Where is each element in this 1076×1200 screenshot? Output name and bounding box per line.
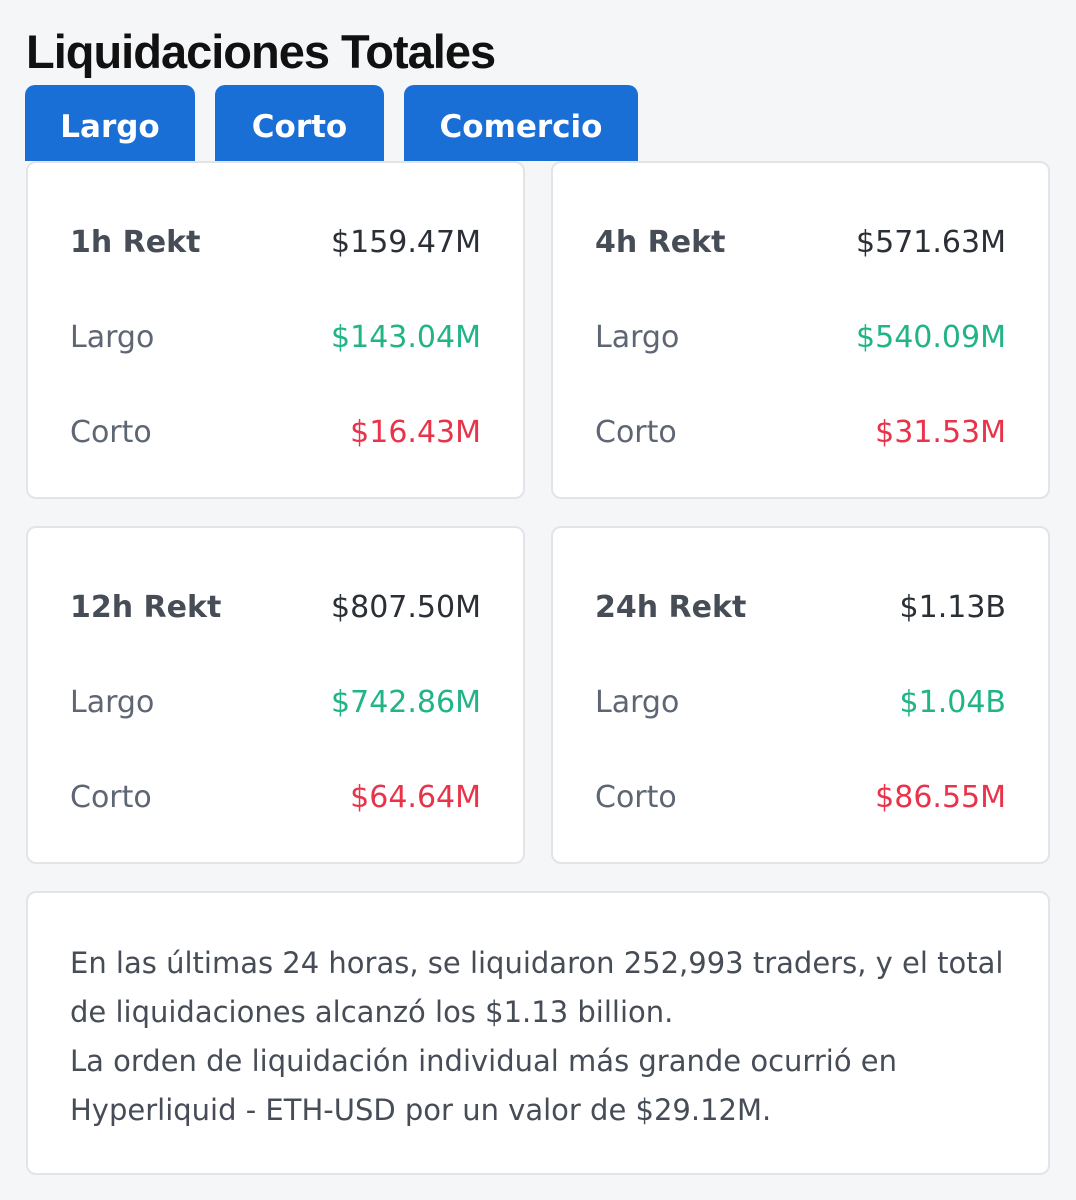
short-label: Corto (70, 780, 152, 815)
long-row: Largo $742.86M (70, 685, 481, 720)
total-value: $807.50M (331, 590, 481, 625)
short-value: $16.43M (350, 415, 481, 450)
long-row: Largo $1.04B (595, 685, 1006, 720)
total-row: 12h Rekt $807.50M (70, 590, 481, 625)
short-value: $86.55M (875, 780, 1006, 815)
total-value: $571.63M (856, 225, 1006, 260)
long-row: Largo $143.04M (70, 320, 481, 355)
stat-card-12h: 12h Rekt $807.50M Largo $742.86M Corto $… (26, 526, 525, 864)
period-label: 4h Rekt (595, 225, 726, 260)
summary-card: En las últimas 24 horas, se liquidaron 2… (26, 891, 1050, 1175)
total-row: 24h Rekt $1.13B (595, 590, 1006, 625)
total-value: $159.47M (331, 225, 481, 260)
long-label: Largo (595, 685, 680, 720)
tab-comercio[interactable]: Comercio (404, 85, 638, 161)
short-row: Corto $16.43M (70, 415, 481, 450)
long-label: Largo (595, 320, 680, 355)
stat-card-24h: 24h Rekt $1.13B Largo $1.04B Corto $86.5… (551, 526, 1050, 864)
total-row: 1h Rekt $159.47M (70, 225, 481, 260)
long-value: $742.86M (331, 685, 481, 720)
tab-largo[interactable]: Largo (25, 85, 195, 161)
total-row: 4h Rekt $571.63M (595, 225, 1006, 260)
short-label: Corto (595, 780, 677, 815)
long-value: $540.09M (856, 320, 1006, 355)
period-label: 12h Rekt (70, 590, 222, 625)
short-row: Corto $64.64M (70, 780, 481, 815)
long-label: Largo (70, 320, 155, 355)
short-label: Corto (595, 415, 677, 450)
long-label: Largo (70, 685, 155, 720)
summary-text-2: La orden de liquidación individual más g… (70, 1044, 897, 1127)
long-row: Largo $540.09M (595, 320, 1006, 355)
long-value: $1.04B (899, 685, 1006, 720)
short-value: $31.53M (875, 415, 1006, 450)
page-title: Liquidaciones Totales (26, 25, 496, 78)
short-value: $64.64M (350, 780, 481, 815)
short-label: Corto (70, 415, 152, 450)
period-label: 1h Rekt (70, 225, 201, 260)
tab-bar: Largo Corto Comercio (25, 85, 638, 161)
tab-corto[interactable]: Corto (215, 85, 384, 161)
short-row: Corto $31.53M (595, 415, 1006, 450)
stat-card-1h: 1h Rekt $159.47M Largo $143.04M Corto $1… (26, 161, 525, 499)
long-value: $143.04M (331, 320, 481, 355)
total-value: $1.13B (899, 590, 1006, 625)
short-row: Corto $86.55M (595, 780, 1006, 815)
summary-text-1: En las últimas 24 horas, se liquidaron 2… (70, 946, 1004, 1029)
period-label: 24h Rekt (595, 590, 747, 625)
stat-card-4h: 4h Rekt $571.63M Largo $540.09M Corto $3… (551, 161, 1050, 499)
